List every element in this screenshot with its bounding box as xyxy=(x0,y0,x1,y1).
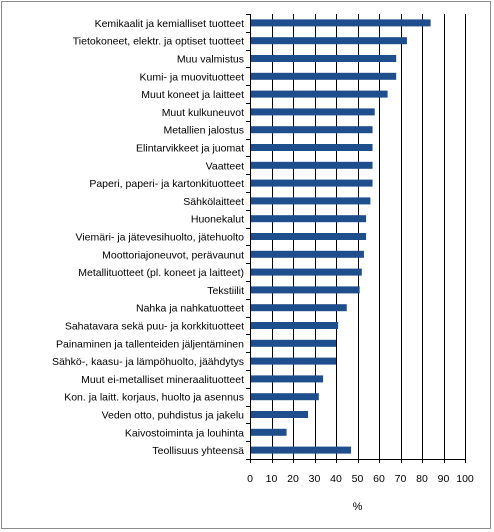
category-label: Painaminen ja tallenteiden jäljentäminen xyxy=(56,338,244,350)
category-label: Elintarvikkeet ja juomat xyxy=(136,143,244,155)
category-label: Sähkö-, kaasu- ja lämpöhuolto, jäähdytys xyxy=(52,356,244,368)
bar xyxy=(250,411,309,418)
category-label: Kumi- ja muovituotteet xyxy=(140,71,245,83)
bar xyxy=(250,197,371,205)
category-label: Vaatteet xyxy=(206,160,244,172)
x-tick-label: 90 xyxy=(438,473,450,485)
category-label: Sahatavara sekä puu- ja korkkituotteet xyxy=(65,321,244,333)
x-tick-label: 30 xyxy=(309,473,321,485)
category-label: Kaivostoiminta ja louhinta xyxy=(125,427,244,439)
category-label: Kemikaalit ja kemialliset tuotteet xyxy=(95,18,244,30)
category-label: Metallituotteet (pl. koneet ja laitteet) xyxy=(78,267,244,279)
bar xyxy=(250,215,367,223)
x-tick-label: 40 xyxy=(330,473,342,485)
category-label: Viemäri- ja jätevesihuolto, jätehuolto xyxy=(76,232,245,244)
bar xyxy=(250,179,373,187)
x-tick-label: 0 xyxy=(247,473,253,485)
bar xyxy=(250,55,397,62)
category-label: Tietokoneet, elektr. ja optiset tuotteet xyxy=(73,36,244,48)
x-tick-label: 50 xyxy=(352,473,364,485)
bar xyxy=(250,446,352,454)
x-tick-label: 60 xyxy=(373,473,385,485)
category-label: Muut koneet ja laitteet xyxy=(141,89,244,101)
bar xyxy=(250,19,431,27)
bar xyxy=(250,72,397,80)
category-label: Tekstiilit xyxy=(207,285,244,297)
category-label: Huonekalut xyxy=(191,214,244,226)
bar xyxy=(250,268,362,276)
category-label: Sähkölaitteet xyxy=(183,196,244,208)
bar xyxy=(250,161,373,169)
x-tick-label: 10 xyxy=(266,473,278,485)
bar xyxy=(250,339,336,347)
category-labels: Kemikaalit ja kemialliset tuotteet Tietok… xyxy=(52,18,244,457)
bar xyxy=(250,37,407,45)
bar xyxy=(250,108,375,116)
category-label: Teollisuus yhteensä xyxy=(152,445,244,457)
x-tick-label: 80 xyxy=(416,473,428,485)
bar xyxy=(250,322,339,329)
bar xyxy=(250,286,360,294)
bar xyxy=(250,126,373,134)
bar xyxy=(250,393,319,401)
bar xyxy=(250,375,324,383)
bar xyxy=(250,233,367,240)
bar xyxy=(250,357,336,365)
x-tick-label: 100 xyxy=(456,473,474,485)
bar xyxy=(250,304,347,312)
grid-lines xyxy=(272,14,466,459)
category-label: Muu valmistus xyxy=(177,54,244,66)
axes xyxy=(246,14,466,463)
bar xyxy=(250,250,364,258)
category-label: Kon. ja laitt. korjaus, huolto ja asennu… xyxy=(64,392,244,404)
category-label: Muut ei-metalliset mineraalituotteet xyxy=(81,374,244,386)
category-label: Nahka ja nahkatuotteet xyxy=(136,303,244,315)
bar xyxy=(250,144,373,151)
category-label: Veden otto, puhdistus ja jakelu xyxy=(102,410,245,422)
category-label: Metallien jalostus xyxy=(163,125,244,137)
category-label: Moottoriajoneuvot, perävaunut xyxy=(102,249,244,261)
bars xyxy=(250,19,431,454)
bar xyxy=(250,428,287,436)
x-tick-label: 70 xyxy=(395,473,407,485)
x-tick-labels: 0 10 20 30 40 50 60 70 80 90 100 xyxy=(247,473,474,485)
category-label: Paperi, paperi- ja kartonkituotteet xyxy=(89,178,244,190)
category-label: Muut kulkuneuvot xyxy=(162,107,244,119)
x-axis-title: % xyxy=(353,501,363,513)
x-tick-label: 20 xyxy=(287,473,299,485)
bar xyxy=(250,90,388,98)
